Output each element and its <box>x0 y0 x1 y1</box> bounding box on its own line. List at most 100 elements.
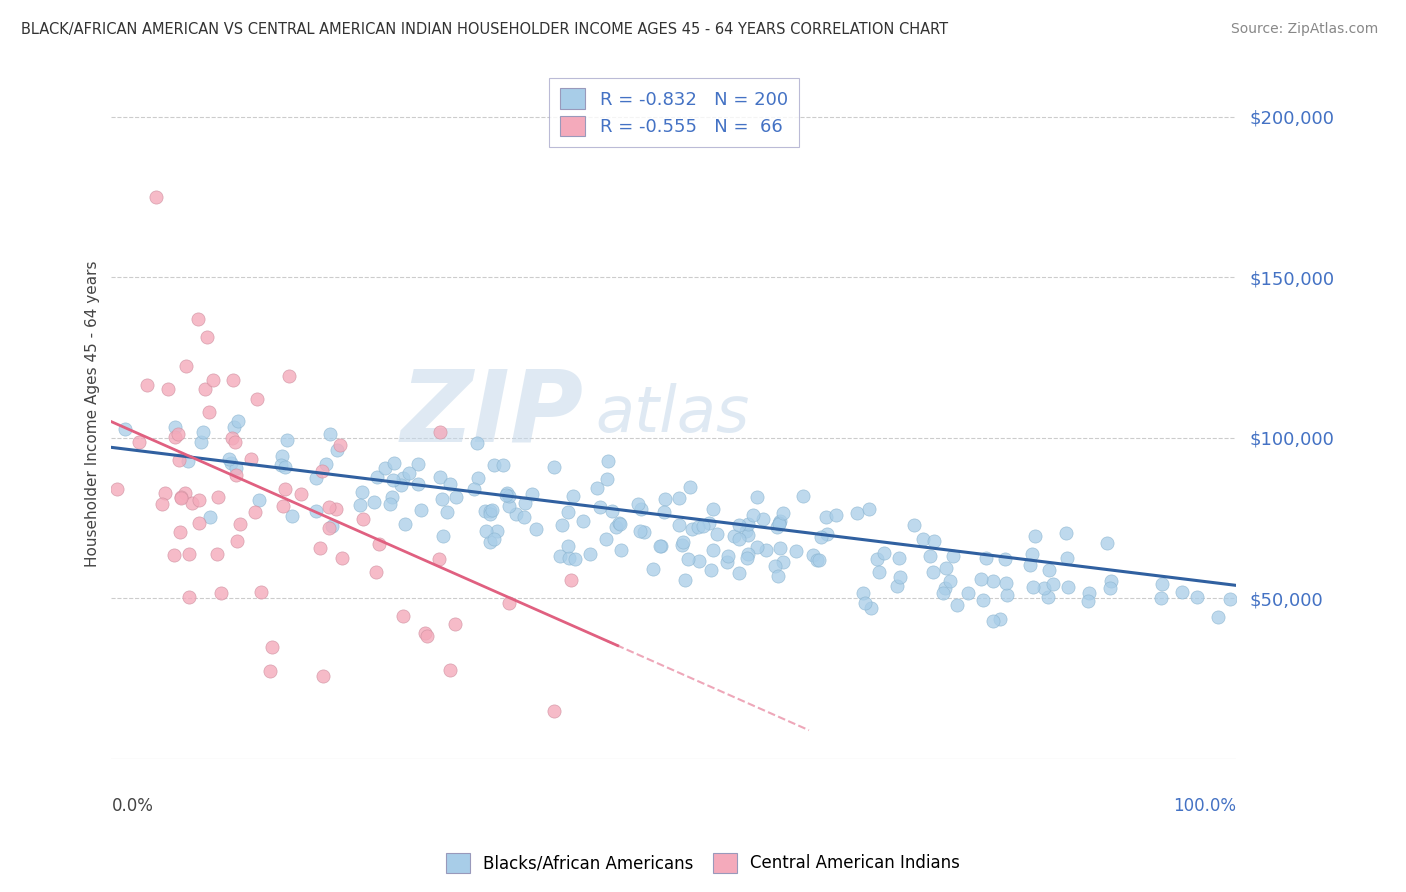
Point <box>702 502 724 516</box>
Point <box>654 492 676 507</box>
Point <box>735 551 758 566</box>
Point <box>202 373 225 387</box>
Point <box>702 542 724 557</box>
Point <box>1187 591 1209 605</box>
Point <box>717 549 740 563</box>
Point <box>259 665 281 679</box>
Point <box>225 460 247 475</box>
Point <box>766 520 789 534</box>
Point <box>239 451 262 466</box>
Point <box>309 541 332 555</box>
Point <box>305 504 328 518</box>
Point <box>766 568 789 582</box>
Point <box>276 434 298 448</box>
Point <box>595 532 617 546</box>
Point <box>988 612 1011 626</box>
Point <box>633 525 655 540</box>
Point <box>436 505 458 519</box>
Point <box>873 546 896 560</box>
Point <box>229 517 252 532</box>
Text: Source: ZipAtlas.com: Source: ZipAtlas.com <box>1230 22 1378 37</box>
Point <box>994 576 1017 591</box>
Point <box>673 573 696 587</box>
Point <box>513 509 536 524</box>
Point <box>716 555 738 569</box>
Point <box>197 405 219 419</box>
Point <box>609 517 631 532</box>
Point <box>735 524 758 539</box>
Point <box>728 532 751 546</box>
Point <box>1033 581 1056 595</box>
Point <box>382 456 405 470</box>
Point <box>444 616 467 631</box>
Point <box>439 663 461 677</box>
Point <box>181 496 204 510</box>
Point <box>505 507 527 521</box>
Point <box>274 460 297 475</box>
Point <box>429 469 451 483</box>
Point <box>278 368 301 383</box>
Point <box>550 518 572 533</box>
Point <box>226 414 249 428</box>
Point <box>190 434 212 449</box>
Point <box>815 526 838 541</box>
Point <box>312 668 335 682</box>
Point <box>394 517 416 532</box>
Point <box>596 473 619 487</box>
Point <box>1077 594 1099 608</box>
Point <box>785 544 807 558</box>
Point <box>1150 591 1173 605</box>
Point <box>128 435 150 450</box>
Point <box>994 552 1017 566</box>
Point <box>281 509 304 524</box>
Point <box>681 522 703 536</box>
Point <box>600 504 623 518</box>
Point <box>920 549 942 564</box>
Point <box>105 482 128 496</box>
Point <box>209 586 232 600</box>
Point <box>671 538 693 552</box>
Point <box>114 422 136 436</box>
Point <box>560 573 582 587</box>
Point <box>801 548 824 562</box>
Point <box>1099 574 1122 589</box>
Point <box>522 487 544 501</box>
Point <box>478 534 501 549</box>
Point <box>1056 580 1078 594</box>
Point <box>463 482 485 496</box>
Point <box>772 506 794 520</box>
Point <box>260 640 283 655</box>
Point <box>1018 558 1040 573</box>
Point <box>413 625 436 640</box>
Point <box>496 486 519 500</box>
Point <box>814 510 837 524</box>
Point <box>806 553 828 567</box>
Point <box>219 456 242 470</box>
Point <box>474 504 496 518</box>
Point <box>247 493 270 508</box>
Point <box>415 629 437 643</box>
Point <box>763 558 786 573</box>
Point <box>174 359 197 374</box>
Point <box>974 551 997 566</box>
Point <box>755 543 778 558</box>
Point <box>728 566 751 580</box>
Point <box>165 430 187 444</box>
Point <box>318 500 340 514</box>
Legend: Blacks/African Americans, Central American Indians: Blacks/African Americans, Central Americ… <box>440 847 966 880</box>
Point <box>218 451 240 466</box>
Point <box>609 543 631 558</box>
Point <box>188 516 211 530</box>
Text: atlas: atlas <box>595 383 749 444</box>
Point <box>381 490 404 504</box>
Point <box>318 521 340 535</box>
Point <box>1219 592 1241 607</box>
Point <box>325 443 347 458</box>
Point <box>150 497 173 511</box>
Y-axis label: Householder Income Ages 45 - 64 years: Householder Income Ages 45 - 64 years <box>86 260 100 567</box>
Point <box>467 471 489 485</box>
Legend: R = -0.832   N = 200, R = -0.555   N =  66: R = -0.832 N = 200, R = -0.555 N = 66 <box>550 78 799 147</box>
Point <box>654 505 676 519</box>
Point <box>630 502 652 516</box>
Point <box>1024 529 1046 543</box>
